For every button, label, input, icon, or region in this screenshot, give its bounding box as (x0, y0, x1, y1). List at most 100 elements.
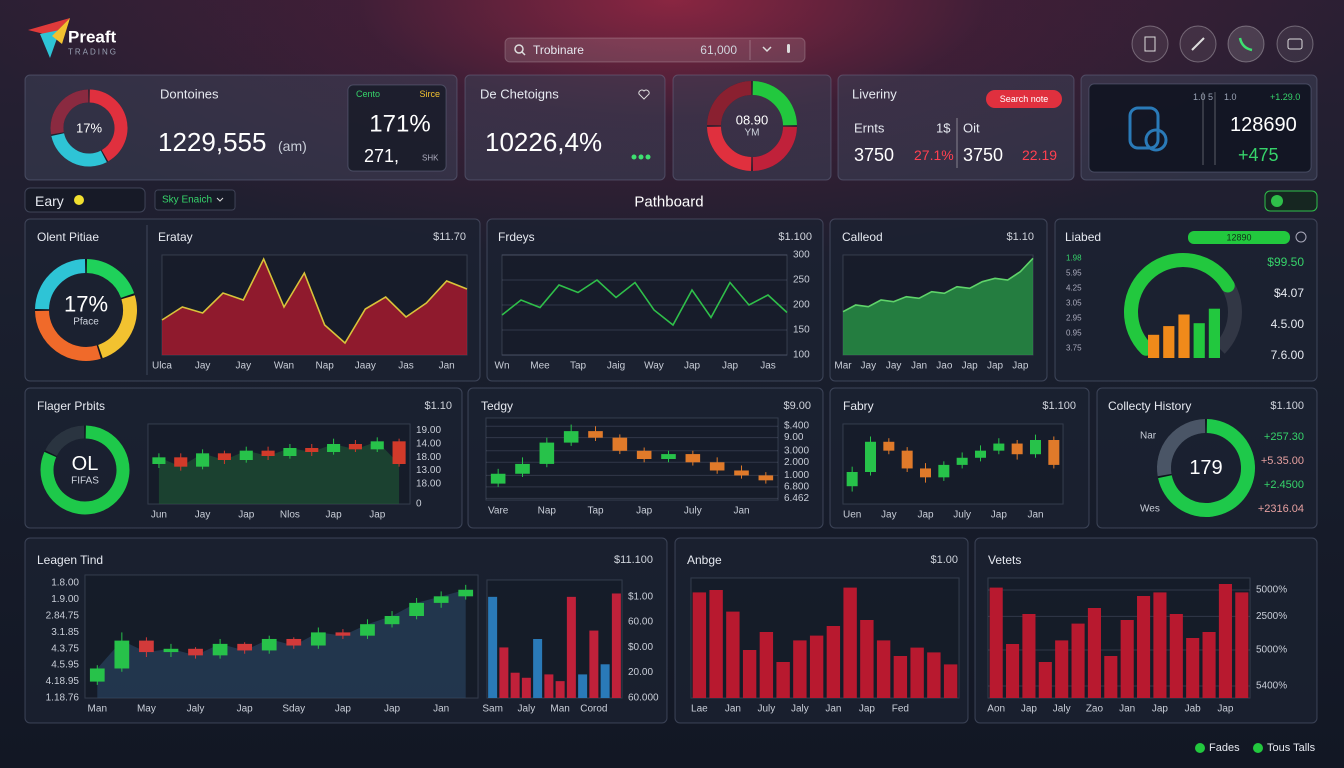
x-tick-label: Jap (917, 510, 934, 521)
area (162, 259, 467, 355)
panel-price: $1.00 (930, 554, 958, 566)
x-tick-label: Jap (859, 704, 876, 715)
x-tick-label: Jap (987, 361, 1004, 372)
x-tick-label: Jan (1119, 704, 1135, 715)
kpi-change: +475 (1238, 145, 1279, 165)
x-tick-label: Jap (636, 506, 653, 517)
select-label: Sky Enaich (162, 195, 212, 206)
panel (672, 74, 832, 181)
candle-body (261, 450, 275, 456)
y-tick-label: 4.3.75 (51, 643, 79, 654)
panel-price: $11.100 (614, 554, 653, 566)
donut-track (707, 81, 797, 171)
dropdown-icon[interactable] (762, 46, 772, 53)
candle-body (114, 640, 130, 669)
candle-body (370, 441, 384, 450)
y-tick-label: 300 (793, 250, 810, 261)
bar (589, 630, 599, 698)
button[interactable] (986, 90, 1062, 108)
x-tick-label: Jan (825, 704, 841, 715)
kpi-number: 27.1% (914, 147, 954, 163)
candle-body (1030, 440, 1041, 455)
settings-icon[interactable] (1295, 231, 1307, 243)
gauge-bar (1193, 323, 1205, 358)
status-dot (645, 154, 651, 160)
panel-title: Collecty History (1108, 399, 1191, 413)
plot-frame (486, 579, 623, 699)
panel-price: $1.100 (778, 231, 812, 243)
value-label: +2316.04 (1258, 503, 1304, 515)
candle-body (993, 443, 1005, 451)
y-tick-label: 4.5.95 (51, 660, 79, 671)
candle-body (636, 450, 652, 459)
x-tick-label: Jap (991, 510, 1008, 521)
value-label: +257.30 (1264, 431, 1304, 443)
select[interactable] (154, 189, 236, 211)
donut-segment (1157, 419, 1206, 477)
gauge-bar (1208, 308, 1220, 358)
panel-title: Vetets (988, 553, 1021, 567)
donut-segment (752, 81, 797, 126)
candle-body (409, 602, 424, 616)
panel-price: $9.00 (783, 400, 811, 412)
bar (893, 656, 908, 698)
y-tick-label: 20.00 (628, 667, 653, 678)
candle-body (883, 441, 895, 451)
mic-icon[interactable] (787, 44, 790, 53)
kpi-small: 1.0 (1224, 92, 1237, 102)
x-tick-label: Jaly (187, 704, 205, 715)
bar (860, 620, 874, 698)
bar (742, 650, 757, 698)
donut-segment (45, 425, 85, 457)
x-tick-label: Jan (1027, 510, 1043, 521)
device-icon (1128, 106, 1160, 150)
search-box[interactable] (504, 37, 806, 63)
bar (1235, 592, 1249, 698)
panel-price: $11.70 (433, 231, 466, 243)
kpi-unit: (am) (278, 138, 307, 154)
x-tick-label: Jap (384, 704, 401, 715)
donut-sub: FIFAS (71, 476, 99, 487)
icon-button[interactable] (1227, 25, 1265, 63)
x-tick-label: July (684, 506, 702, 517)
status-dot (74, 195, 84, 205)
value-label: 4.5.00 (1271, 317, 1305, 331)
bar (793, 640, 807, 698)
donut-segment (707, 126, 752, 171)
icon-button[interactable] (1131, 25, 1169, 63)
icon-button[interactable] (1276, 25, 1314, 63)
y-tick-label: 1.9.00 (51, 594, 79, 605)
y-tick-label: 19.00 (416, 425, 441, 436)
gauge-bar (1148, 334, 1160, 358)
bar (1071, 623, 1085, 698)
candle-body (956, 457, 968, 465)
panel-title: Leagen Tind (37, 553, 103, 567)
logo-shape (28, 18, 70, 36)
bar (600, 664, 610, 698)
x-tick-label: Jay (236, 361, 252, 372)
y-tick-label: 2500% (1256, 611, 1287, 622)
candle-body (685, 454, 701, 463)
bar (1218, 584, 1232, 698)
candle-body (539, 442, 555, 464)
plot-frame (501, 254, 788, 356)
badge (1188, 231, 1290, 244)
x-tick-label: Jan (439, 361, 455, 372)
icon-glyph (1287, 38, 1303, 50)
bar (843, 587, 857, 698)
scale-label: 3.75 (1066, 344, 1082, 353)
candle-body (661, 454, 676, 459)
bar (943, 664, 958, 698)
y-tick-label: 6.800 (784, 481, 809, 492)
logo[interactable] (28, 18, 70, 58)
kpi-box-sub: 271, (364, 146, 399, 166)
x-tick-label: July (757, 704, 775, 715)
candle-body (458, 589, 474, 597)
kpi-number: 3750 (963, 145, 1003, 165)
x-tick-label: Jan (725, 704, 741, 715)
heart-icon[interactable] (638, 89, 650, 100)
y-tick-label: 2.000 (784, 457, 809, 468)
scale-label: 1.98 (1066, 254, 1082, 263)
bar (1104, 656, 1118, 698)
candle-body (335, 632, 351, 636)
